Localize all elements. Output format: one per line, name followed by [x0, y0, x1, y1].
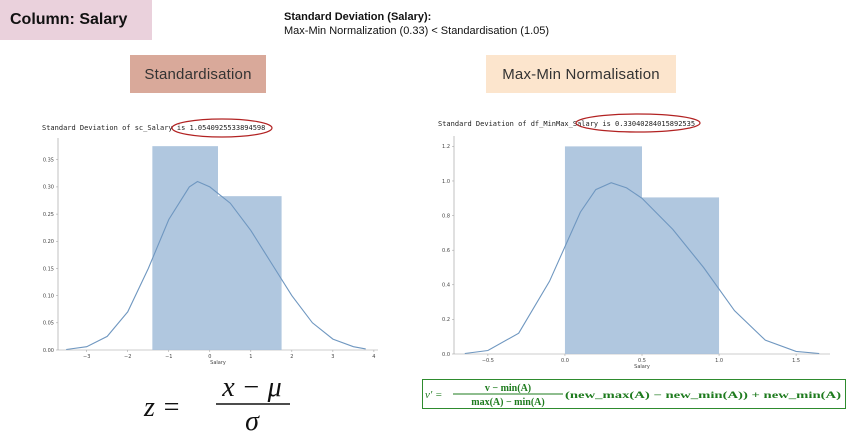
z-formula-denominator: σ: [245, 406, 260, 434]
chart1-xtick-label-0: −0.5: [482, 358, 494, 364]
minmax-formula: v′ = v − min(A) max(A) − min(A) (new_max…: [425, 383, 841, 408]
chart1-xtick-label-3: 1.0: [715, 358, 723, 364]
maxmin-chart-svg: Standard Deviation of df_MinMax_Salary i…: [438, 113, 830, 370]
chart1-xlabel: Salary: [634, 364, 650, 370]
chart0-ytick-label-6: 0.30: [43, 185, 54, 191]
chart0-xtick-label-3: 0: [208, 354, 211, 360]
chart1-xtick-label-1: 0.0: [561, 358, 569, 364]
mm-formula-denominator: max(A) − min(A): [471, 397, 544, 408]
chart0-ytick-label-4: 0.20: [43, 239, 54, 245]
chart0-xtick-label-0: −3: [83, 354, 90, 360]
chart1-ytick-label-5: 1.0: [442, 179, 450, 185]
standardisation-label: Standardisation: [130, 55, 266, 93]
chart0-output-text: Standard Deviation of sc_Salary is 1.054…: [42, 124, 265, 132]
chart0-xtick-label-5: 2: [290, 354, 293, 360]
chart0-ytick-label-3: 0.15: [43, 266, 54, 272]
chart1-ytick-label-3: 0.6: [442, 248, 450, 254]
chart1-ytick-label-2: 0.4: [442, 283, 450, 289]
z-formula-lhs: z =: [143, 392, 181, 423]
chart1-bar-0: [564, 146, 642, 354]
chart0-xtick-label-6: 3: [331, 354, 334, 360]
chart1-kde-line: [464, 182, 820, 355]
chart0-bar-0: [152, 146, 218, 350]
chart0-xtick-label-7: 4: [372, 354, 375, 360]
chart0-ytick-label-5: 0.25: [43, 212, 54, 218]
chart1-ytick-label-0: 0.0: [442, 352, 450, 358]
summary-text: Max-Min Normalization (0.33) < Standardi…: [284, 25, 550, 37]
standardisation-chart-svg: Standard Deviation of sc_Salary is 1.054…: [42, 118, 378, 366]
chart0-xtick-label-2: −1: [165, 354, 172, 360]
chart0-kde-line: [66, 180, 366, 351]
maxmin-label: Max-Min Normalisation: [486, 55, 676, 93]
mm-formula-lhs: v′ =: [425, 389, 442, 401]
chart1-bar-1: [642, 197, 720, 354]
mm-formula-tail: (new_max(A) − new_min(A)) + new_min(A): [565, 390, 841, 401]
chart0-ytick-label-7: 0.35: [43, 158, 54, 164]
chart0-xtick-label-1: −2: [124, 354, 131, 360]
chart0-bar-1: [218, 196, 282, 350]
chart0-ytick-label-2: 0.10: [43, 293, 54, 299]
chart0-ytick-label-0: 0.00: [43, 348, 54, 354]
chart1-xtick-label-4: 1.5: [792, 358, 800, 364]
maxmin-chart: Standard Deviation of df_MinMax_Salary i…: [432, 112, 846, 374]
summary: Standard Deviation (Salary): Max-Min Nor…: [284, 10, 549, 38]
chart1-ytick-label-1: 0.2: [442, 317, 450, 323]
chart1-highlight-ellipse: [575, 113, 701, 133]
chart1-ytick-label-6: 1.2: [442, 144, 450, 150]
minmax-formula-box: v′ = v − min(A) max(A) − min(A) (new_max…: [422, 379, 846, 409]
mm-formula-numerator: v − min(A): [485, 383, 531, 394]
z-formula-numerator: x − μ: [221, 372, 281, 403]
standardisation-chart: Standard Deviation of sc_Salary is 1.054…: [36, 118, 394, 370]
chart0-ytick-label-1: 0.05: [43, 321, 54, 327]
chart1-ytick-label-4: 0.8: [442, 213, 450, 219]
chart0-highlight-ellipse: [171, 118, 273, 138]
chart0-xtick-label-4: 1: [249, 354, 252, 360]
chart1-output-text: Standard Deviation of df_MinMax_Salary i…: [438, 120, 695, 128]
chart0-xlabel: Salary: [210, 360, 226, 366]
summary-title: Standard Deviation (Salary):: [284, 11, 432, 23]
z-score-formula: z = x − μ σ: [143, 372, 290, 434]
chart1-xtick-label-2: 0.5: [638, 358, 646, 364]
column-badge: Column: Salary: [0, 0, 152, 40]
